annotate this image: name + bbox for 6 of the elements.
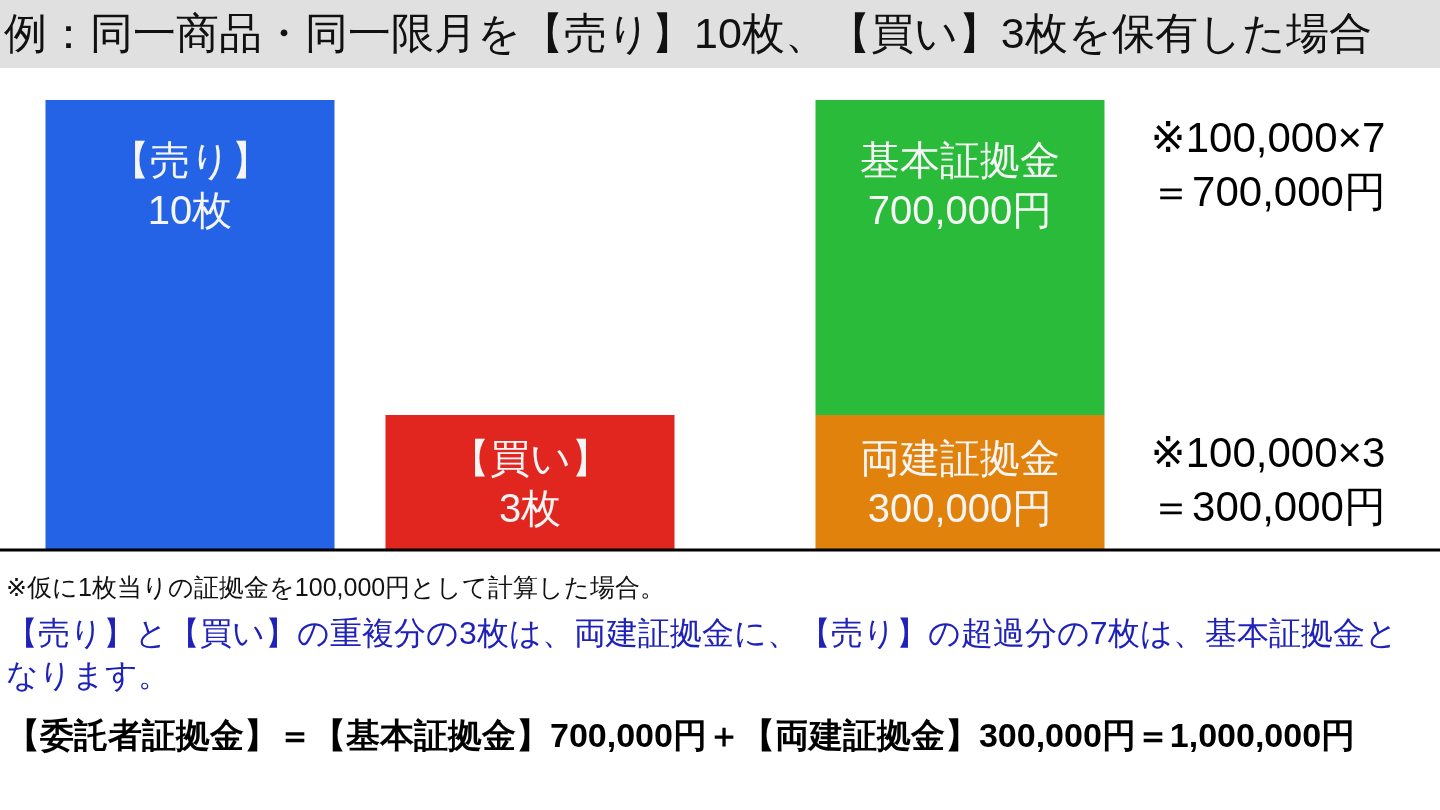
annotation: ※100,000×7 ＝700,000円 [1150, 114, 1386, 215]
text: 【売り】と【買い】の重複分の3枚は、両建証拠金に、【売り】の超過分の7枚は、基本証拠金となります。 [6, 614, 1399, 695]
annotation: ※100,000×3 ＝300,000円 [1150, 429, 1386, 530]
chart-title: 例：同一商品・同一限月を【売り】10枚、【買い】3枚を保有した場合 [4, 8, 1372, 59]
text: ※仮に1枚当りの証拠金を100,000円として計算した場合。 [6, 572, 667, 603]
text: 【委託者証拠金】＝【基本証拠金】700,000円＋【両建証拠金】300,000円＝1,000,000円 [6, 715, 1357, 756]
